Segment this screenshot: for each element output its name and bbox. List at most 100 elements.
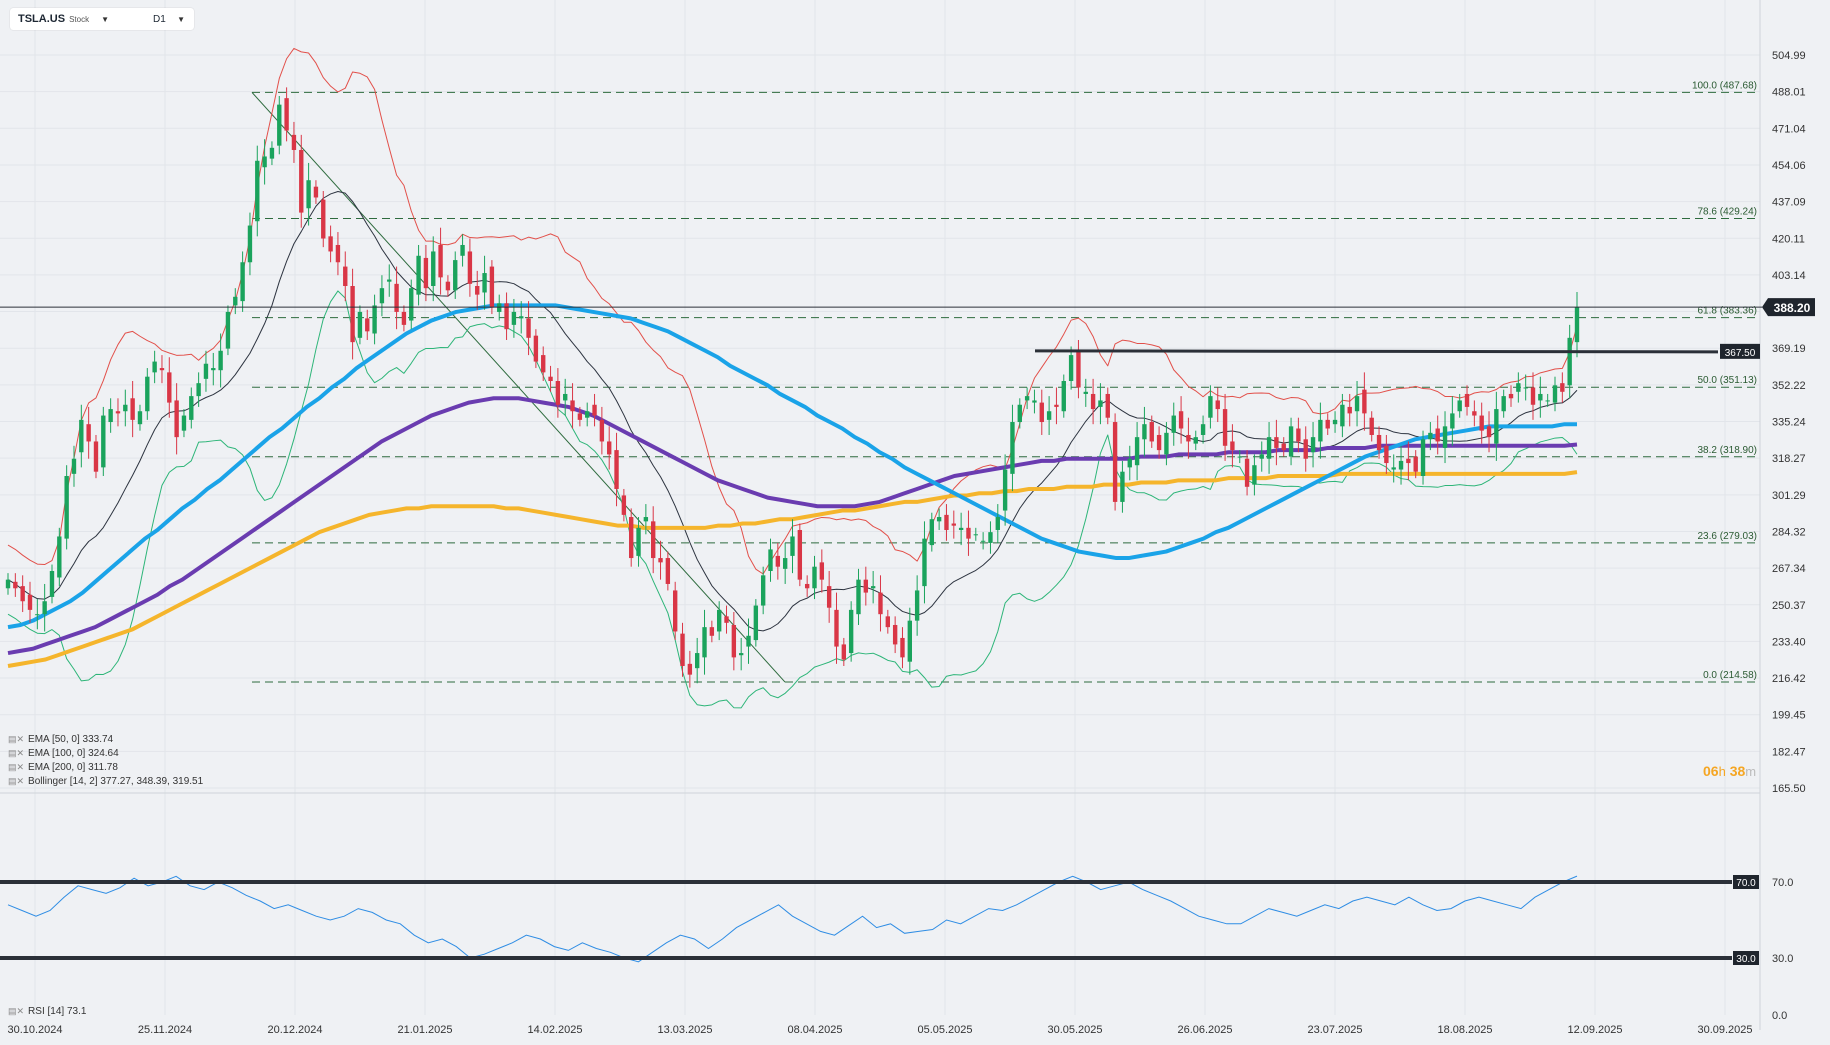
candle-body (826, 586, 832, 608)
price-tick-label: 318.27 (1772, 453, 1806, 465)
candle-body (1120, 471, 1125, 502)
candle-body (211, 368, 216, 371)
candle-body (174, 400, 179, 438)
candle-body (196, 383, 201, 397)
candle-body (1017, 404, 1022, 423)
symbol-label[interactable]: TSLA.US (18, 13, 66, 25)
candle-body (760, 575, 766, 606)
candle-body (709, 627, 715, 636)
candle-body (687, 663, 693, 675)
candle-body (269, 147, 275, 159)
candle-body (504, 303, 509, 330)
price-tick-label: 488.01 (1772, 87, 1806, 99)
candle-body (1486, 426, 1492, 438)
settings-icon[interactable]: ▤✕ (8, 748, 25, 758)
candle-body (1259, 454, 1264, 459)
legend-ema50[interactable]: ▤✕ EMA [50, 0] 333.74 (8, 734, 113, 745)
candle-body (1083, 391, 1088, 394)
legend-rsi-text: RSI [14] 73.1 (28, 1006, 87, 1017)
candle-body (123, 404, 128, 412)
settings-icon[interactable]: ▤✕ (8, 1006, 25, 1016)
candle-body (907, 620, 912, 662)
legend-rsi[interactable]: ▤✕ RSI [14] 73.1 (8, 1006, 86, 1017)
candle-body (790, 536, 795, 556)
candle-body (834, 609, 839, 647)
candle-body (1435, 428, 1440, 442)
date-tick-label: 26.06.2025 (1177, 1024, 1232, 1036)
candle-body (1516, 383, 1521, 392)
candle-body (1508, 393, 1514, 399)
timeframe-label[interactable]: D1 (153, 13, 166, 25)
candle-body (724, 616, 729, 623)
price-tick-label: 199.45 (1772, 710, 1806, 722)
resistance-line[interactable] (1034, 349, 1719, 354)
fibonacci-label: 0.0 (214.58) (1703, 670, 1757, 681)
candle-body (1112, 422, 1118, 502)
candle-body (284, 98, 289, 131)
candle-body (621, 495, 627, 515)
candle-body (233, 296, 238, 306)
candle-body (1046, 411, 1052, 420)
date-tick-label: 20.12.2024 (267, 1024, 322, 1036)
rsi-tick-label: 70.0 (1772, 877, 1793, 889)
candle-body (1054, 404, 1059, 407)
countdown-minutes: 38 (1729, 763, 1746, 779)
candle-body (372, 305, 377, 334)
candle-body (863, 579, 869, 593)
price-tick-label: 352.22 (1772, 380, 1806, 392)
symbol-toolbar[interactable]: TSLA.US Stock ▼ D1 ▼ (10, 8, 194, 30)
price-tick-label: 165.50 (1772, 783, 1806, 795)
candle-body (738, 653, 744, 656)
date-tick-label: 23.07.2025 (1307, 1024, 1362, 1036)
candle-body (438, 244, 443, 278)
candle-body (878, 592, 883, 615)
candle-body (130, 398, 135, 420)
last-price-tag (1762, 298, 1815, 317)
candle-body (5, 579, 11, 589)
candle-body (944, 514, 949, 530)
candle-body (519, 316, 524, 319)
legend-bollinger[interactable]: ▤✕ Bollinger [14, 2] 377.27, 348.39, 319.… (8, 776, 203, 787)
price-tick-label: 420.11 (1772, 233, 1805, 245)
fibonacci-label: 100.0 (487.68) (1692, 80, 1757, 91)
candle-body (1098, 400, 1103, 407)
candle-body (673, 590, 678, 632)
candle-body (167, 372, 172, 403)
candle-body (929, 519, 934, 546)
settings-icon[interactable]: ▤✕ (8, 762, 25, 772)
candle-body (651, 521, 656, 559)
legend-ema200-text: EMA [200, 0] 311.78 (28, 762, 118, 773)
legend-ema200[interactable]: ▤✕ EMA [200, 0] 311.78 (8, 762, 118, 773)
bollinger-middle-band (7, 190, 1578, 632)
candle-body (108, 409, 113, 423)
settings-icon[interactable]: ▤✕ (8, 734, 25, 744)
candle-body (203, 363, 209, 379)
date-tick-label: 25.11.2024 (138, 1024, 192, 1036)
timeframe-dropdown-icon[interactable]: ▼ (177, 14, 185, 24)
symbol-dropdown-icon[interactable]: ▼ (101, 14, 109, 24)
last-price-label: 388.20 (1774, 301, 1811, 315)
candle-body (966, 527, 971, 539)
candle-body (1325, 419, 1330, 429)
candle-body (599, 419, 605, 442)
candle-body (841, 644, 847, 660)
candle-body (1134, 437, 1140, 466)
candle-body (1061, 381, 1066, 412)
price-tick-label: 301.29 (1772, 490, 1806, 502)
legend-ema100[interactable]: ▤✕ EMA [100, 0] 324.64 (8, 748, 119, 759)
candle-body (423, 257, 429, 289)
candle-body (812, 566, 817, 589)
candle-body (299, 149, 304, 213)
price-tick-label: 182.47 (1772, 746, 1806, 758)
candle-body (804, 583, 810, 589)
legend-ema50-text: EMA [50, 0] 333.74 (28, 734, 114, 745)
date-tick-label: 13.03.2025 (657, 1024, 712, 1036)
countdown-m-unit: m (1745, 764, 1757, 779)
candle-body (1303, 439, 1308, 459)
candle-body (225, 311, 231, 349)
candle-body (1442, 426, 1448, 448)
settings-icon[interactable]: ▤✕ (8, 776, 25, 786)
candle-body (313, 186, 319, 198)
